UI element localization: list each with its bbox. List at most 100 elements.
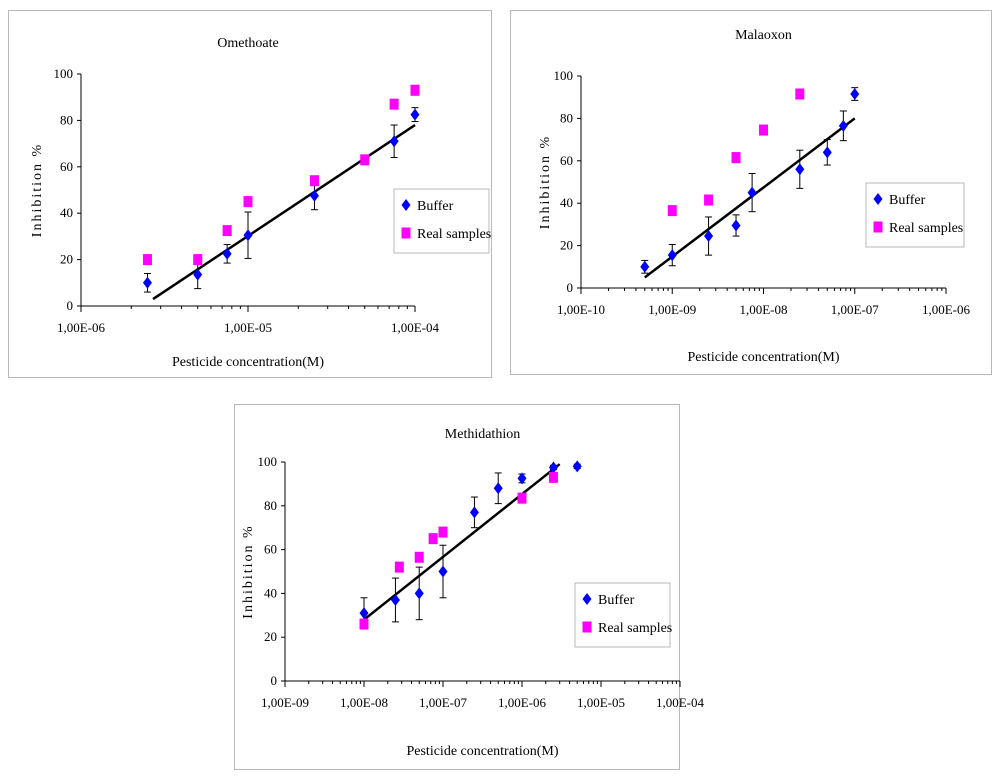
real-samples-point	[142, 254, 152, 266]
y-tick-label: 0	[271, 673, 278, 688]
x-tick-label: 1,00E-06	[57, 320, 106, 335]
legend: Buffer Real samples	[393, 188, 491, 254]
y-tick-label: 20	[264, 629, 277, 644]
y-tick-label: 40	[60, 205, 73, 220]
buffer-point	[548, 461, 558, 474]
y-tick-label: 100	[258, 454, 278, 469]
buffer-point	[438, 565, 448, 578]
buffer-point	[142, 276, 152, 289]
y-tick-label: 0	[567, 280, 574, 295]
chart-title: Omethoate	[217, 36, 278, 51]
buffer-point	[359, 607, 369, 620]
buffer-point	[517, 472, 527, 485]
y-tick-label: 80	[560, 110, 573, 125]
y-axis-label: Inhibition %	[538, 135, 553, 229]
x-tick-label: 1,00E-07	[419, 695, 468, 710]
real-samples-point	[410, 84, 420, 96]
legend-label: Real samples	[417, 227, 491, 242]
y-axis-label: Inhibition %	[241, 524, 256, 618]
real-samples-point	[548, 471, 558, 483]
malaoxon-chart-svg: Malaoxon 0 20 40 60 80 100 1,00E-10 1,00E-09 1,00…	[538, 28, 971, 365]
legend-diamond-marker	[873, 193, 883, 205]
real-samples-point	[438, 526, 448, 538]
legend-box	[393, 188, 490, 254]
y-tick-label: 60	[60, 159, 73, 174]
real-samples-point	[795, 88, 805, 100]
y-tick-label: 40	[560, 195, 573, 210]
real-samples-point	[731, 152, 741, 164]
methidathion-chart-svg: Methidathion 0 20 40 60 80 100 1,00E-09 1,00E-08…	[241, 427, 705, 759]
buffer-point	[731, 219, 741, 232]
x-tick-label: 1,00E-05	[577, 695, 625, 710]
real-samples-point	[517, 492, 527, 504]
real-samples-point	[309, 175, 319, 187]
buffer-point	[850, 88, 860, 101]
buffer-point	[667, 249, 677, 262]
real-samples-point	[759, 124, 768, 136]
x-tick-label: 1,00E-04	[656, 695, 705, 710]
buffer-point	[390, 593, 400, 606]
buffer-point	[572, 460, 582, 473]
trend-line	[644, 117, 856, 279]
omethoate-chart: Omethoate 0 20 40 60 80 100 1,00E-06 1,00E-05 1,0…	[8, 10, 492, 378]
y-tick-label: 60	[560, 153, 573, 168]
buffer-point	[822, 146, 832, 159]
trend-line	[152, 123, 416, 301]
x-tick-label: 1,00E-09	[261, 695, 309, 710]
real-samples-point	[414, 551, 424, 563]
real-samples-point	[243, 196, 253, 208]
x-tick-label: 1,00E-06	[922, 302, 971, 317]
buffer-point	[493, 482, 503, 495]
legend-box	[574, 582, 671, 648]
y-axis-label: Inhibition %	[30, 143, 45, 237]
malaoxon-chart: Malaoxon 0 20 40 60 80 100 1,00E-10 1,00E-09 1,00…	[510, 10, 992, 375]
real-samples-point	[193, 254, 203, 266]
legend-label: Real samples	[598, 621, 672, 636]
x-tick-label: 1,00E-08	[340, 695, 388, 710]
buffer-point	[469, 506, 479, 519]
real-samples-point	[360, 154, 370, 166]
real-samples-point	[428, 533, 438, 545]
x-tick-label: 1,00E-05	[224, 320, 272, 335]
y-tick-label: 0	[67, 298, 74, 313]
omethoate-chart-svg: Omethoate 0 20 40 60 80 100 1,00E-06 1,00E-05 1,0…	[30, 36, 491, 370]
y-tick-label: 80	[264, 498, 277, 513]
buffer-point	[309, 189, 319, 202]
x-axis-label: Pesticide concentration(M)	[172, 355, 324, 370]
real-samples-point	[389, 98, 399, 110]
buffer-point	[193, 268, 203, 281]
x-axis-label: Pesticide concentration(M)	[406, 744, 558, 759]
legend-diamond-marker	[401, 199, 411, 211]
legend-square-marker	[582, 621, 592, 633]
x-tick-label: 1,00E-08	[739, 302, 787, 317]
buffer-point	[414, 587, 424, 600]
legend-label: Buffer	[889, 193, 926, 208]
legend-square-marker	[873, 221, 883, 233]
legend: Buffer Real samples	[865, 182, 965, 248]
buffer-point	[640, 260, 650, 273]
real-samples-point	[704, 194, 714, 206]
x-tick-label: 1,00E-09	[648, 302, 696, 317]
buffer-point	[704, 230, 714, 243]
x-axis-label: Pesticide concentration(M)	[687, 350, 839, 365]
y-tick-label: 20	[60, 252, 73, 267]
y-tick-label: 40	[264, 585, 277, 600]
legend-diamond-marker	[582, 593, 592, 605]
y-tick-label: 20	[560, 238, 573, 253]
x-tick-label: 1,00E-07	[831, 302, 880, 317]
buffer-point	[838, 119, 848, 132]
buffer-point	[389, 135, 399, 148]
x-tick-label: 1,00E-06	[498, 695, 547, 710]
buffer-point	[747, 186, 757, 199]
buffer-point	[795, 163, 805, 176]
chart-title: Malaoxon	[735, 28, 792, 43]
legend: Buffer Real samples	[574, 582, 672, 648]
x-tick-label: 1,00E-10	[557, 302, 605, 317]
y-tick-label: 60	[264, 542, 277, 557]
buffer-point	[222, 247, 232, 260]
chart-title: Methidathion	[445, 427, 520, 442]
legend-box	[865, 182, 965, 248]
legend-label: Real samples	[889, 221, 963, 236]
legend-label: Buffer	[417, 199, 454, 214]
real-samples-point	[359, 618, 369, 630]
